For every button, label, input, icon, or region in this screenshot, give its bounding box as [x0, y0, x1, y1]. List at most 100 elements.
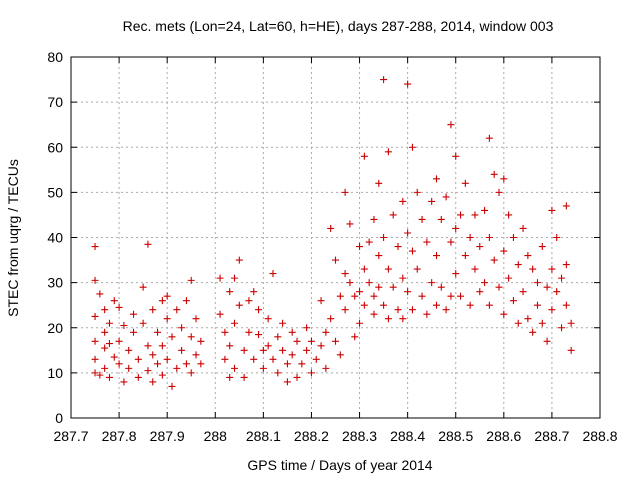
data-point	[187, 276, 195, 284]
data-point	[399, 197, 407, 205]
data-point	[490, 256, 498, 264]
data-point	[336, 351, 344, 359]
data-point	[365, 279, 373, 287]
data-point	[283, 378, 291, 386]
data-point	[115, 337, 123, 345]
data-point	[495, 283, 503, 291]
data-point	[529, 265, 537, 273]
data-point	[356, 319, 364, 327]
data-point	[307, 337, 315, 345]
x-tick-label: 288	[204, 428, 228, 444]
data-point	[139, 283, 147, 291]
x-tick-label: 288.6	[486, 428, 521, 444]
data-point	[466, 234, 474, 241]
data-point	[96, 371, 104, 379]
data-point	[500, 310, 508, 318]
data-point	[101, 364, 109, 372]
data-point	[303, 346, 311, 354]
x-tick-label: 288.4	[390, 428, 425, 444]
data-point	[442, 193, 450, 201]
x-axis-label: GPS time / Days of year 2014	[247, 457, 432, 473]
data-point	[548, 206, 556, 214]
data-point	[408, 306, 416, 314]
data-point	[269, 270, 277, 278]
data-point	[519, 224, 527, 232]
data-point	[432, 252, 440, 260]
data-point	[235, 301, 243, 309]
data-point	[413, 265, 421, 273]
data-point	[533, 301, 541, 309]
data-point	[120, 378, 128, 386]
data-point	[505, 274, 513, 282]
x-tick-label: 287.7	[53, 428, 88, 444]
data-point	[105, 319, 113, 327]
data-point	[432, 175, 440, 183]
y-tick-label: 10	[47, 365, 63, 381]
data-point	[312, 355, 320, 363]
data-point	[158, 342, 166, 350]
data-point	[235, 256, 243, 264]
data-point	[567, 319, 575, 327]
data-point	[115, 303, 123, 311]
data-point	[105, 340, 113, 348]
data-point	[91, 276, 99, 284]
data-point	[101, 328, 109, 336]
y-tick-label: 60	[47, 139, 63, 155]
data-point	[96, 290, 104, 298]
data-point	[317, 297, 325, 305]
data-point	[264, 342, 272, 350]
data-point	[322, 364, 330, 372]
data-point	[192, 351, 200, 359]
data-point	[558, 324, 566, 332]
data-point	[187, 369, 195, 377]
data-point	[245, 328, 253, 336]
data-point	[447, 292, 455, 300]
data-point	[394, 243, 402, 251]
data-point	[514, 261, 522, 269]
data-point	[399, 315, 407, 323]
data-point	[428, 197, 436, 205]
data-point	[356, 243, 364, 251]
tick-marks	[70, 56, 601, 419]
data-point	[553, 288, 561, 296]
data-point	[341, 188, 349, 196]
data-point	[168, 333, 176, 341]
y-tick-label: 50	[47, 184, 63, 200]
y-tick-labels: 0 10 20 30 40 50 60 70 80	[47, 49, 63, 426]
y-tick-label: 30	[47, 275, 63, 291]
data-point	[134, 355, 142, 363]
data-point	[327, 224, 335, 232]
data-point	[384, 315, 392, 323]
data-point	[505, 211, 513, 219]
data-point	[279, 319, 287, 327]
data-point	[351, 292, 359, 300]
data-point	[288, 351, 296, 359]
x-tick-label: 288.1	[246, 428, 281, 444]
data-point	[259, 346, 267, 354]
data-point	[130, 328, 138, 336]
x-tick-label: 288.3	[342, 428, 377, 444]
data-point	[216, 274, 224, 282]
data-point	[105, 373, 113, 381]
data-point	[101, 344, 109, 352]
data-point	[226, 342, 234, 350]
data-point	[509, 234, 517, 241]
data-point	[476, 243, 484, 251]
data-point	[91, 243, 99, 251]
data-point	[231, 364, 239, 372]
data-point	[283, 360, 291, 368]
data-point	[519, 288, 527, 296]
data-point	[375, 179, 383, 187]
data-point	[158, 371, 166, 379]
data-point	[447, 121, 455, 129]
y-tick-label: 70	[47, 94, 63, 110]
data-point	[360, 265, 368, 273]
data-point	[269, 355, 277, 363]
data-point	[548, 265, 556, 273]
data-point	[264, 315, 272, 323]
data-point	[490, 170, 498, 178]
data-point	[485, 234, 493, 241]
y-tick-label: 80	[47, 49, 63, 65]
data-point	[250, 355, 258, 363]
data-point	[380, 301, 388, 309]
